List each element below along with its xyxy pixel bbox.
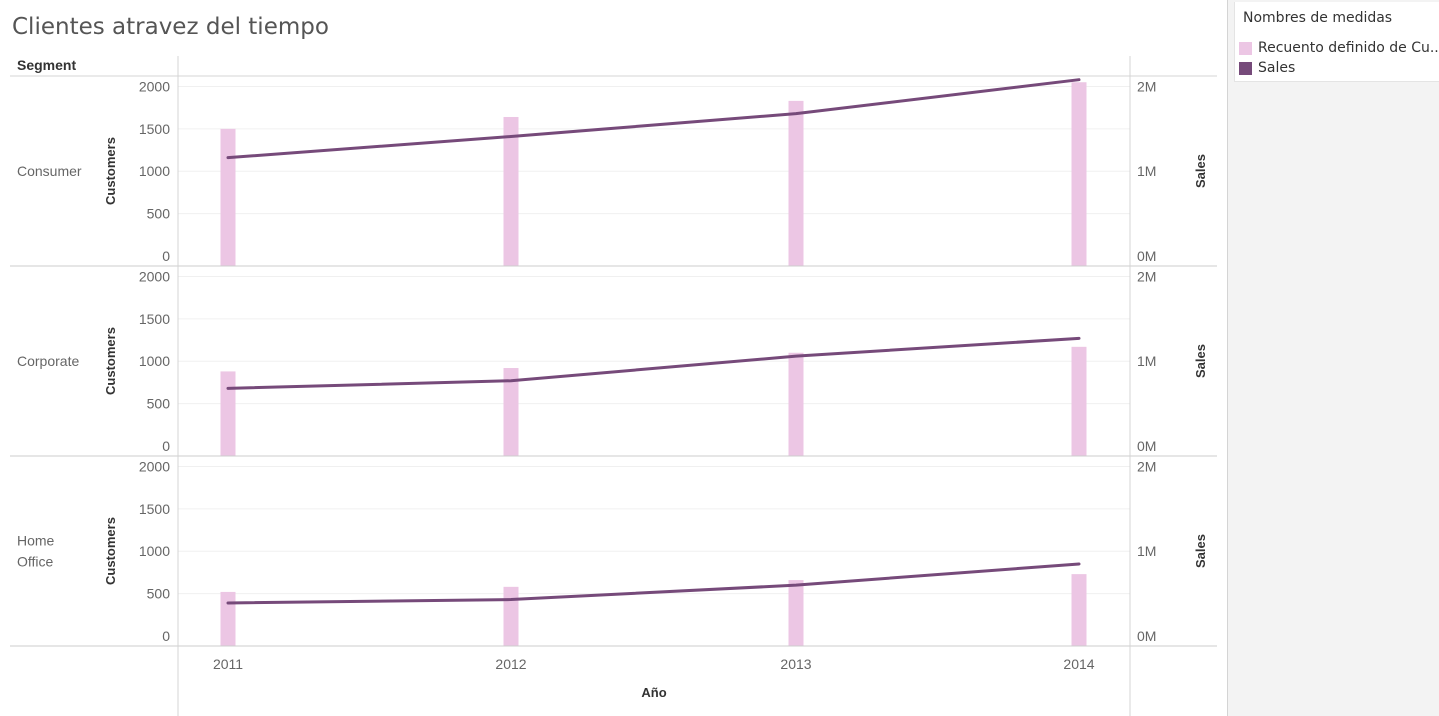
right-tick-label: 0M: [1137, 248, 1156, 264]
right-tick-label: 2M: [1137, 268, 1156, 284]
legend-panel: Nombres de medidas Recuento definido de …: [1228, 0, 1439, 716]
chart-area: Clientes atravez del tiempo Segment Consu…: [10, 0, 1228, 716]
left-tick-label: 2000: [139, 78, 170, 94]
left-tick-label: 1000: [139, 163, 170, 179]
right-tick-label: 1M: [1137, 163, 1156, 179]
right-tick-label: 2M: [1137, 78, 1156, 94]
left-tick-label: 500: [147, 586, 171, 602]
bar-customers: [220, 128, 236, 266]
bar-customers: [220, 371, 236, 456]
segment-label: Home: [17, 533, 55, 549]
bar-customers: [503, 368, 519, 456]
bar-customers: [788, 352, 804, 456]
left-tick-label: 1500: [139, 121, 170, 137]
left-tick-label: 0: [162, 438, 170, 454]
left-axis-title: Customers: [103, 137, 118, 205]
chart-title: Clientes atravez del tiempo: [12, 14, 329, 40]
x-tick-label: 2013: [780, 656, 811, 672]
legend-label-sales: Sales: [1258, 60, 1296, 76]
right-tick-label: 0M: [1137, 438, 1156, 454]
bar-customers: [1071, 346, 1087, 456]
right-tick-label: 1M: [1137, 353, 1156, 369]
x-tick-label: 2012: [495, 656, 526, 672]
left-tick-label: 2000: [139, 458, 170, 474]
bar-customers: [788, 580, 804, 646]
right-tick-label: 2M: [1137, 458, 1156, 474]
right-tick-label: 0M: [1137, 628, 1156, 644]
bar-customers: [1071, 574, 1087, 646]
line-sales: [226, 562, 1081, 605]
x-tick-label: 2014: [1063, 656, 1094, 672]
right-axis-title: Sales: [1193, 344, 1208, 378]
bar-customers: [503, 586, 519, 646]
left-tick-label: 500: [147, 396, 171, 412]
bar-customers: [788, 100, 804, 266]
right-axis-title: Sales: [1193, 534, 1208, 568]
segment-label: Office: [17, 554, 54, 570]
left-tick-label: 1500: [139, 501, 170, 517]
legend-swatch-sales: [1239, 61, 1252, 75]
bar-customers: [1071, 82, 1087, 266]
right-tick-label: 1M: [1137, 543, 1156, 559]
legend-label-customers: Recuento definido de Cu..: [1258, 40, 1439, 56]
legend-title: Nombres de medidas: [1243, 10, 1393, 26]
row-header-label: Segment: [17, 57, 76, 73]
left-tick-label: 2000: [139, 268, 170, 284]
right-axis-title: Sales: [1193, 154, 1208, 188]
left-tick-label: 0: [162, 628, 170, 644]
legend-item-sales[interactable]: Sales: [1239, 59, 1439, 77]
left-tick-label: 500: [147, 206, 171, 222]
x-axis-title: Año: [641, 685, 666, 700]
left-axis-title: Customers: [103, 517, 118, 585]
legend: Nombres de medidas Recuento definido de …: [1234, 2, 1439, 82]
x-tick-label: 2011: [213, 656, 243, 672]
legend-item-customers[interactable]: Recuento definido de Cu..: [1239, 39, 1439, 57]
bar-customers: [220, 591, 236, 646]
chart-svg: Segment Consumer Customers 0 500 1000 1500 2000…: [10, 56, 1217, 716]
bar-customers: [503, 116, 519, 266]
line-sales: [226, 78, 1081, 160]
left-tick-label: 1500: [139, 311, 170, 327]
segment-label: Consumer: [17, 163, 82, 179]
left-axis-title: Customers: [103, 327, 118, 395]
left-tick-label: 1000: [139, 543, 170, 559]
line-sales: [226, 336, 1081, 390]
segment-label: Corporate: [17, 353, 79, 369]
legend-swatch-customers: [1239, 41, 1252, 55]
left-tick-label: 1000: [139, 353, 170, 369]
left-tick-label: 0: [162, 248, 170, 264]
